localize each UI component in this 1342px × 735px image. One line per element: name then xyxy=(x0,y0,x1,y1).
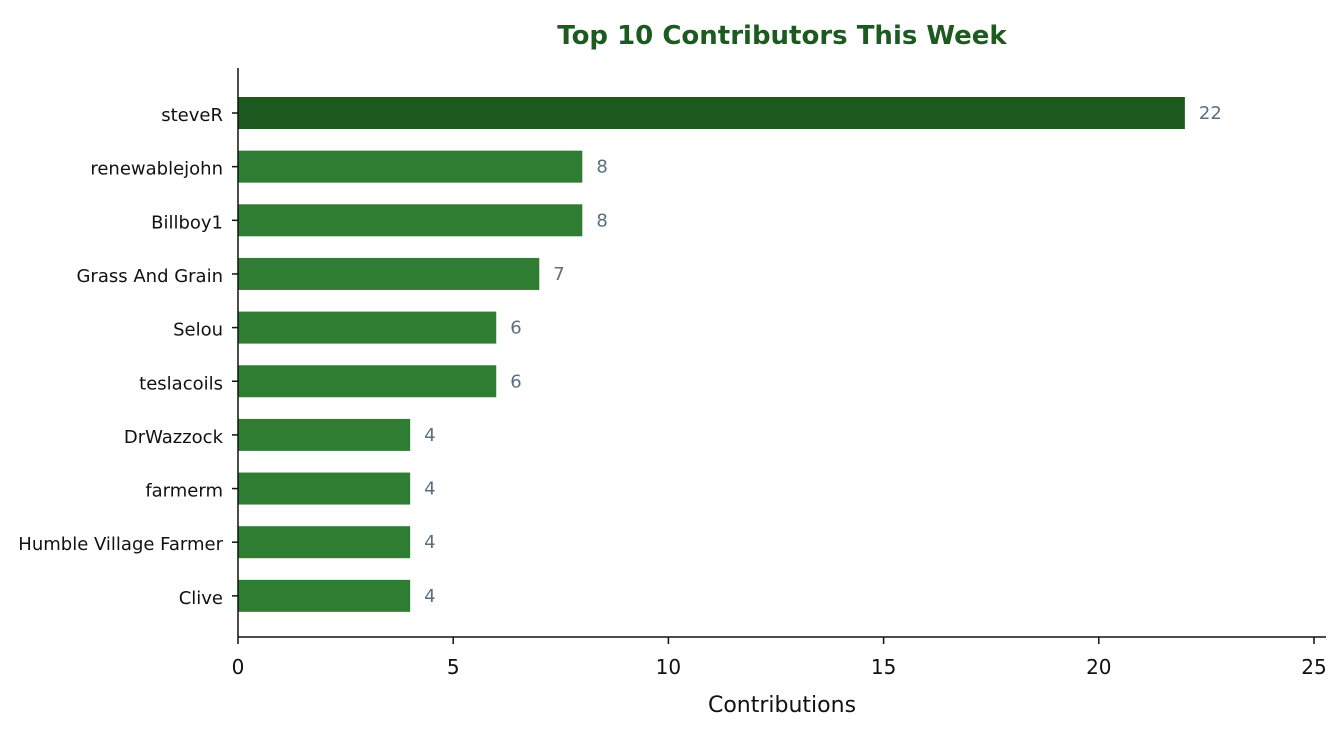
value-label: 7 xyxy=(553,264,564,285)
category-label: Billboy1 xyxy=(151,212,223,233)
value-label: 8 xyxy=(596,157,607,178)
value-labels-group: 22 8 8 7 6 6 4 4 4 4 xyxy=(424,103,1222,607)
value-label: 4 xyxy=(424,425,435,446)
x-tick-label: 0 xyxy=(232,655,245,679)
category-label: Clive xyxy=(179,588,223,609)
value-label: 4 xyxy=(424,586,435,607)
category-label: Selou xyxy=(173,320,223,341)
x-tick-label: 20 xyxy=(1086,655,1111,679)
x-tick-label: 5 xyxy=(447,655,460,679)
category-label: Grass And Grain xyxy=(76,266,223,287)
value-label: 6 xyxy=(510,371,521,392)
x-tick-label: 25 xyxy=(1301,655,1326,679)
bar-humble-village-farmer xyxy=(238,526,411,559)
x-tick-label: 15 xyxy=(871,655,896,679)
bar-grass-and-grain xyxy=(238,257,540,290)
bar-billboy1 xyxy=(238,204,583,237)
x-axis-title: Contributions xyxy=(708,693,856,718)
category-label: DrWazzock xyxy=(124,427,224,448)
value-label: 6 xyxy=(510,318,521,339)
bar-renewablejohn xyxy=(238,150,583,183)
category-label: steveR xyxy=(161,105,223,126)
value-label: 4 xyxy=(424,532,435,553)
x-axis: 0 5 10 15 20 25 xyxy=(232,636,1327,679)
value-label: 8 xyxy=(596,210,607,231)
x-tick-label: 10 xyxy=(656,655,681,679)
bar-clive xyxy=(238,579,411,612)
category-label: teslacoils xyxy=(139,373,223,394)
value-label: 4 xyxy=(424,479,435,500)
bar-stever xyxy=(238,97,1185,129)
bar-selou xyxy=(238,311,497,344)
value-label: 22 xyxy=(1199,103,1222,124)
category-label: farmerm xyxy=(145,481,223,502)
category-label: renewablejohn xyxy=(90,159,223,180)
chart-title: Top 10 Contributors This Week xyxy=(557,21,1007,51)
bar-teslacoils xyxy=(238,365,497,398)
bar-drwazzock xyxy=(238,418,411,451)
bars-group xyxy=(238,97,1185,612)
bar-farmerm xyxy=(238,472,411,505)
y-axis: steveR renewablejohn Billboy1 Grass And Gra… xyxy=(18,68,239,637)
category-label: Humble Village Farmer xyxy=(18,534,223,555)
